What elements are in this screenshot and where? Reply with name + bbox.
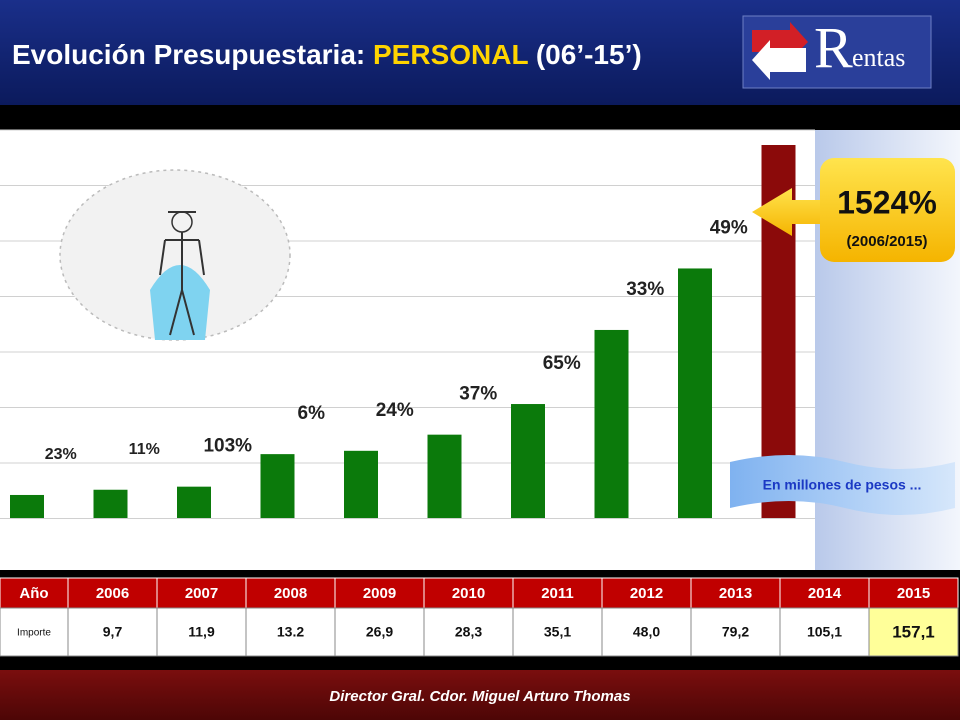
callout: 1524% (2006/2015) — [752, 158, 955, 262]
bar — [260, 454, 295, 518]
header-cell — [779, 577, 870, 609]
bar — [93, 489, 128, 518]
growth-label: 11% — [129, 441, 160, 458]
title-highlight: PERSONAL — [373, 39, 528, 70]
row-cell — [512, 607, 603, 657]
row-text: 157,1 — [892, 622, 935, 641]
header-cell — [423, 577, 514, 609]
bar — [427, 434, 462, 518]
row-cell — [868, 607, 959, 657]
logo-text: entas — [852, 43, 905, 72]
growth-label: 103% — [203, 436, 252, 457]
title-part: (06’-15’) — [528, 39, 642, 70]
row-text: 9,7 — [103, 624, 123, 640]
title: Evolución Presupuestaria: PERSONAL (06’-… — [12, 39, 642, 70]
header-text: Año — [19, 585, 48, 602]
header-text: 2006 — [96, 585, 129, 602]
header-cell — [67, 577, 158, 609]
header-text: 2010 — [452, 585, 485, 602]
callout-box — [820, 158, 955, 262]
row-cell — [334, 607, 425, 657]
header-cell — [245, 577, 336, 609]
header-text: 2014 — [808, 585, 842, 602]
row-text: 28,3 — [455, 624, 482, 640]
row-text: Importe — [17, 628, 51, 639]
unit-note: En millones de pesos ... — [763, 477, 922, 493]
growth-label: 49% — [710, 217, 748, 238]
row-text: 13.2 — [277, 624, 304, 640]
header-cell — [0, 577, 69, 609]
header-cell — [334, 577, 425, 609]
logo-initial: R — [814, 15, 853, 80]
row-cell — [156, 607, 247, 657]
header-cell — [868, 577, 959, 609]
header-text: 2013 — [719, 585, 752, 602]
callout-value: 1524% — [837, 184, 937, 220]
row-text: 48,0 — [633, 624, 660, 640]
header-cell — [156, 577, 247, 609]
callout-period: (2006/2015) — [847, 233, 928, 250]
growth-label: 65% — [543, 353, 581, 374]
crowd-illustration — [59, 169, 291, 341]
row-cell — [690, 607, 781, 657]
header-cell — [601, 577, 692, 609]
bar — [177, 486, 211, 518]
row-cell — [601, 607, 692, 657]
growth-label: 33% — [626, 279, 664, 300]
axis-strip — [0, 528, 815, 570]
row-text: 26,9 — [366, 624, 393, 640]
growth-label: 37% — [459, 384, 497, 405]
bar — [344, 450, 378, 518]
footer-text: Director Gral. Cdor. Miguel Arturo Thoma… — [329, 688, 630, 705]
footer-band — [0, 670, 960, 720]
table: Año 2006 2007 2008 2009 2010 2011 2012 2013 2014 2… — [0, 577, 959, 657]
row-text: 79,2 — [722, 624, 749, 640]
row-text: 35,1 — [544, 624, 571, 640]
header-text: 2009 — [363, 585, 396, 602]
bar — [10, 494, 44, 518]
bar — [678, 268, 712, 518]
header-cell — [512, 577, 603, 609]
callout-arrow — [752, 188, 822, 236]
growth-label: 23% — [45, 446, 77, 463]
title-part: Evolución Presupuestaria: — [12, 39, 373, 70]
row-text: 105,1 — [807, 624, 842, 640]
row-cell — [67, 607, 158, 657]
header-text: 2011 — [541, 585, 574, 602]
growth-label: 24% — [376, 400, 414, 421]
bar — [594, 329, 629, 518]
header-text: 2015 — [897, 585, 930, 602]
growth-label: 6% — [298, 403, 326, 424]
row-text: 11,9 — [188, 624, 215, 640]
logo-arrow — [752, 40, 806, 80]
header-text: 2012 — [630, 585, 663, 602]
row-cell — [423, 607, 514, 657]
header-text: 2007 — [185, 585, 218, 602]
header-text: 2008 — [274, 585, 307, 602]
unit-banner — [730, 455, 955, 515]
bar — [511, 404, 545, 518]
logo: R entas — [742, 15, 932, 89]
